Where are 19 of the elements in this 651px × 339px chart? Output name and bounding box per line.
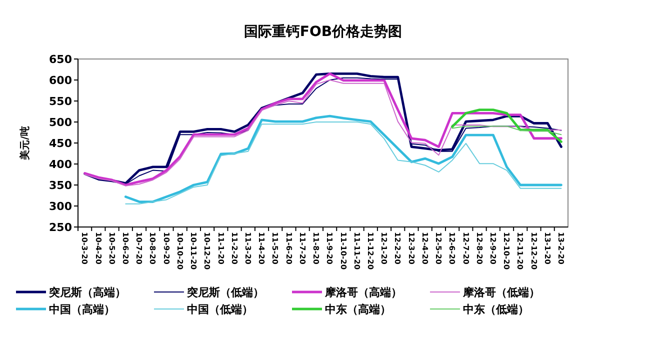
legend-label: 中东（低端） xyxy=(463,302,529,316)
legend-label: 突尼斯（高端） xyxy=(48,286,126,299)
y-tick-label: 300 xyxy=(49,200,72,213)
y-tick-label: 550 xyxy=(49,94,72,108)
legend-label: 中国（高端） xyxy=(49,302,115,316)
y-axis-title: 美元/吨 xyxy=(19,126,31,161)
y-tick-label: 450 xyxy=(49,136,72,150)
y-tick-label: 400 xyxy=(49,158,72,171)
legend-label: 突尼斯（低端） xyxy=(186,286,264,299)
legend-label: 中国（低端） xyxy=(187,302,253,316)
legend-label: 摩洛哥（高端） xyxy=(324,286,402,299)
y-tick-label: 600 xyxy=(49,74,72,87)
legend-label: 摩洛哥（低端） xyxy=(462,286,540,299)
chart-title: 国际重钙FOB价格走势图 xyxy=(244,24,402,40)
legend-label: 中东（高端） xyxy=(325,302,391,316)
y-tick-label: 350 xyxy=(49,178,72,192)
y-tick-label: 650 xyxy=(49,52,72,66)
y-tick-label: 250 xyxy=(49,220,72,234)
y-tick-label: 500 xyxy=(49,116,72,129)
